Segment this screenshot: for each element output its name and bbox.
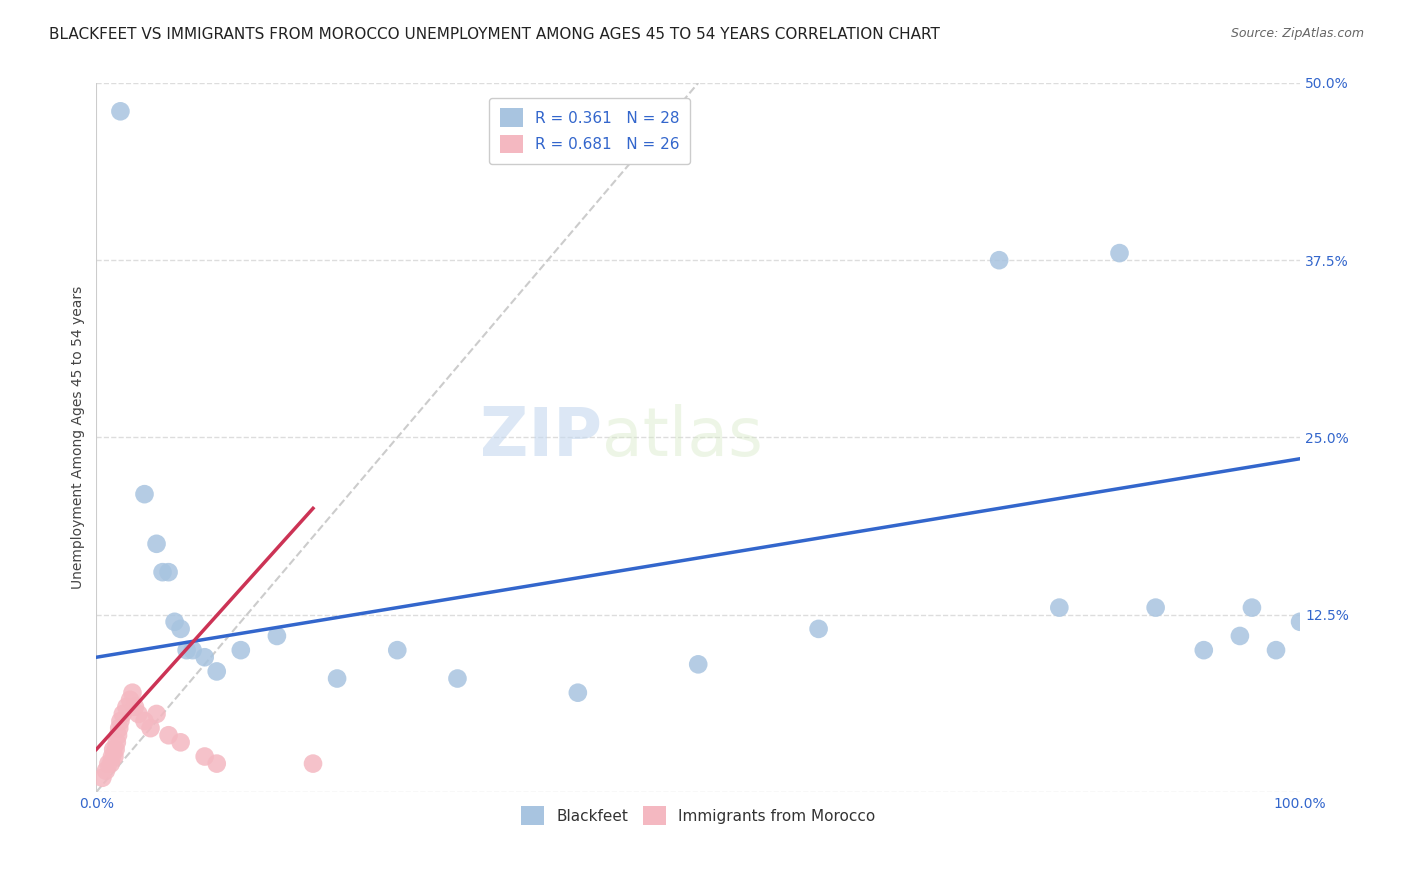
Point: [115, 699, 138, 714]
Point: [107, 728, 129, 742]
Point: [127, 706, 149, 721]
Point: [229, 643, 252, 657]
Point: [567, 686, 589, 700]
Point: [302, 756, 325, 771]
Point: [988, 253, 1011, 268]
Point: [157, 565, 180, 579]
Y-axis label: Unemployment Among Ages 45 to 54 years: Unemployment Among Ages 45 to 54 years: [72, 285, 86, 589]
Point: [110, 714, 132, 728]
Point: [100, 756, 122, 771]
Point: [104, 742, 127, 756]
Text: BLACKFEET VS IMMIGRANTS FROM MOROCCO UNEMPLOYMENT AMONG AGES 45 TO 54 YEARS CORR: BLACKFEET VS IMMIGRANTS FROM MOROCCO UNE…: [49, 27, 941, 42]
Point: [194, 749, 217, 764]
Point: [1229, 629, 1251, 643]
Point: [134, 487, 156, 501]
Point: [134, 714, 156, 728]
Point: [139, 721, 162, 735]
Point: [1047, 600, 1070, 615]
Text: ZIP: ZIP: [479, 404, 602, 470]
Point: [446, 672, 468, 686]
Point: [1108, 246, 1130, 260]
Point: [145, 537, 167, 551]
Point: [1144, 600, 1167, 615]
Point: [1265, 643, 1288, 657]
Text: Source: ZipAtlas.com: Source: ZipAtlas.com: [1230, 27, 1364, 40]
Point: [181, 643, 204, 657]
Text: atlas: atlas: [602, 404, 763, 470]
Point: [688, 657, 710, 672]
Point: [120, 693, 142, 707]
Point: [169, 735, 191, 749]
Point: [97, 756, 120, 771]
Point: [387, 643, 409, 657]
Point: [145, 706, 167, 721]
Point: [152, 565, 174, 579]
Point: [1289, 615, 1312, 629]
Point: [121, 686, 143, 700]
Point: [108, 721, 131, 735]
Point: [157, 728, 180, 742]
Point: [205, 665, 228, 679]
Point: [101, 749, 124, 764]
Point: [111, 706, 134, 721]
Point: [1240, 600, 1263, 615]
Point: [103, 742, 125, 756]
Point: [266, 629, 288, 643]
Point: [103, 749, 125, 764]
Point: [326, 672, 349, 686]
Point: [205, 756, 228, 771]
Point: [94, 764, 117, 778]
Point: [163, 615, 186, 629]
Point: [110, 104, 132, 119]
Point: [91, 771, 114, 785]
Point: [194, 650, 217, 665]
Point: [176, 643, 198, 657]
Point: [807, 622, 830, 636]
Legend: Blackfeet, Immigrants from Morocco: Blackfeet, Immigrants from Morocco: [512, 797, 884, 834]
Point: [1192, 643, 1215, 657]
Point: [124, 699, 146, 714]
Point: [169, 622, 191, 636]
Point: [105, 735, 128, 749]
